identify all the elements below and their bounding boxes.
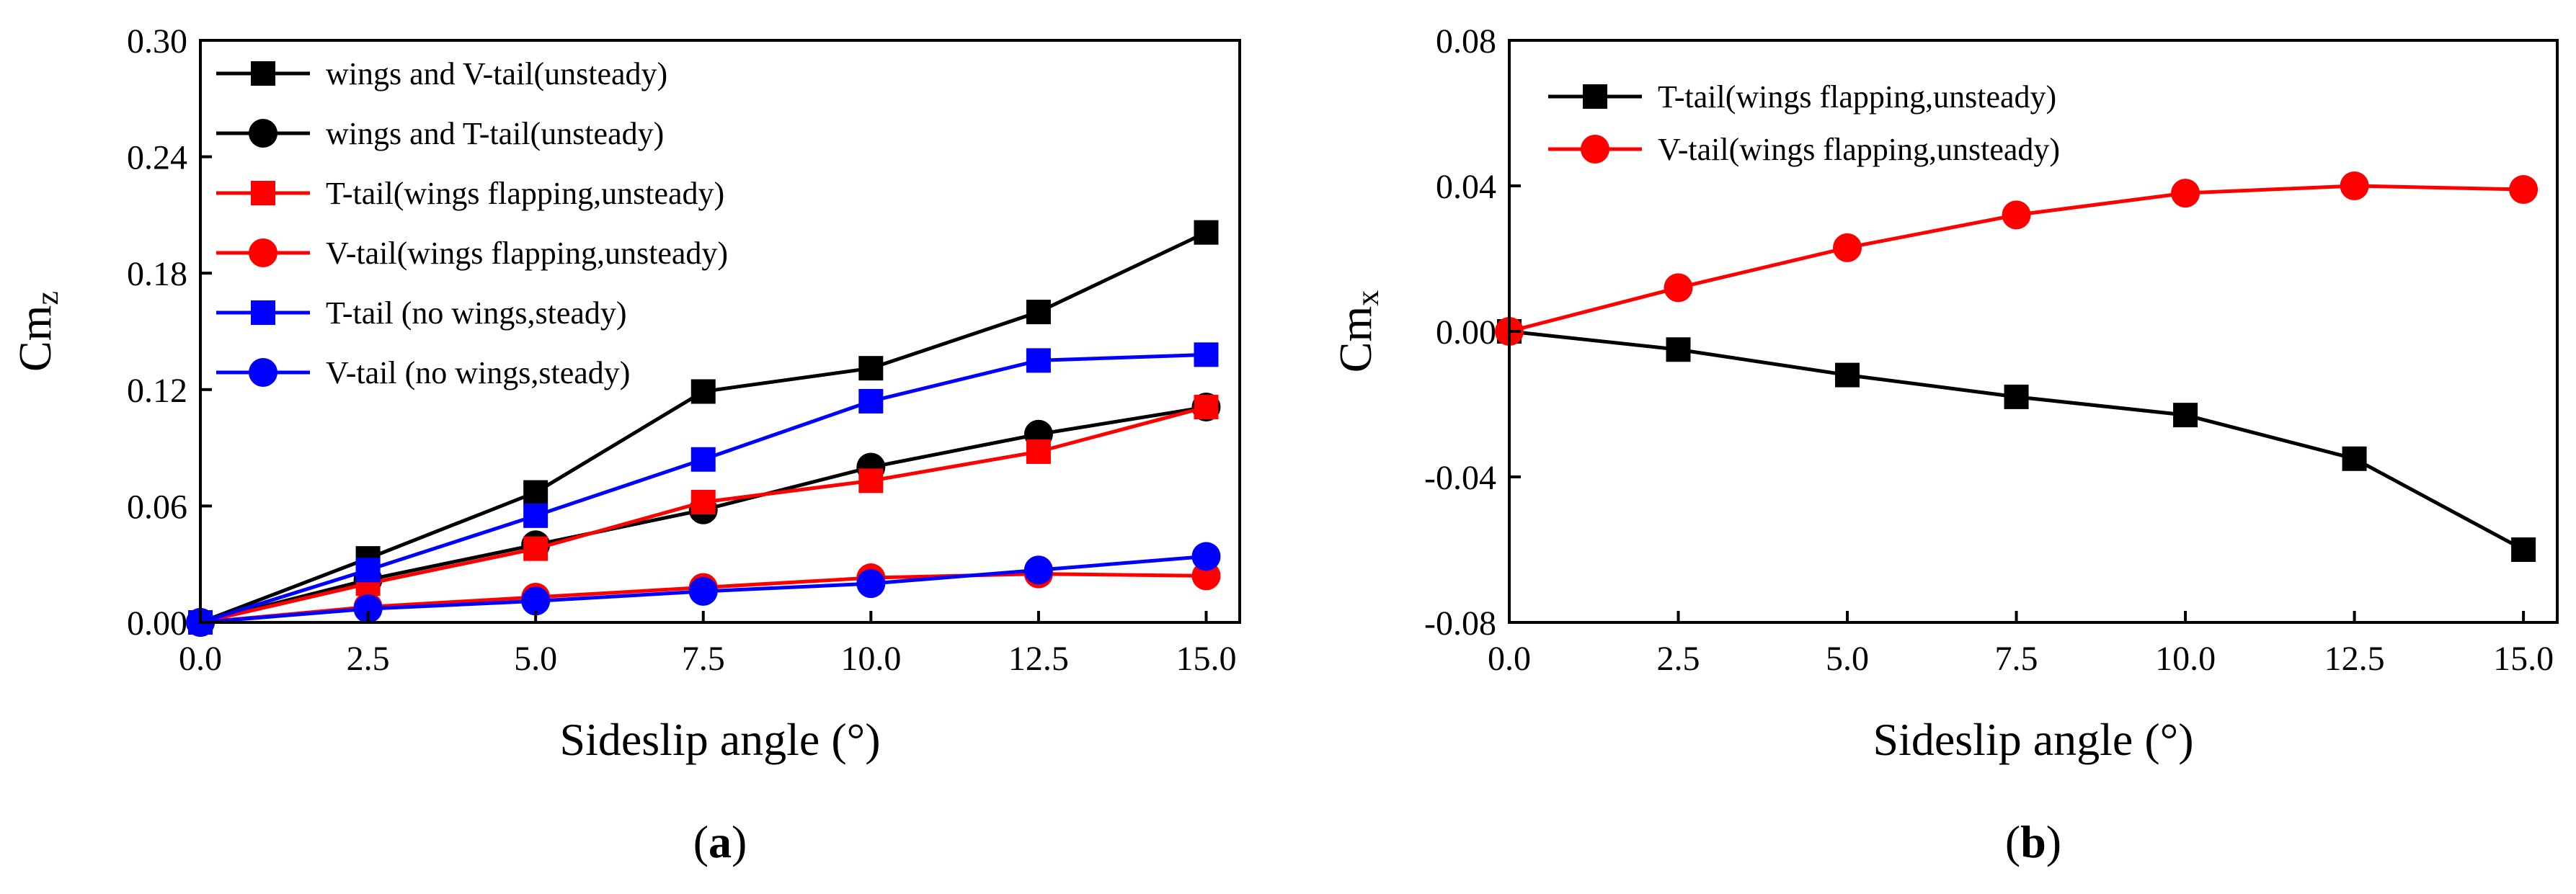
data-point [2509,175,2539,205]
y-tick-label: 0.08 [1436,22,1496,61]
y-tick-label: -0.08 [1424,604,1496,643]
data-point [690,447,716,472]
data-point [858,356,884,381]
y-tick-label: 0.12 [127,372,187,410]
legend-label: wings and V-tail(unsteady) [326,56,667,91]
x-tick-label: 15.0 [1176,640,1236,678]
legend-marker [249,238,277,267]
data-point [856,569,886,599]
data-point [858,468,884,493]
y-tick-label: 0.00 [127,604,187,643]
y-tick-label: -0.04 [1424,459,1496,497]
data-point [1664,273,1693,303]
legend-marker [251,61,275,86]
x-tick-label: 7.5 [682,640,725,678]
x-tick-label: 2.5 [1657,640,1700,678]
data-point [858,388,884,414]
data-point [2511,537,2536,562]
data-point [1191,542,1221,571]
data-point [2004,384,2029,409]
legend-label: V-tail(wings flapping,unsteady) [1658,132,2060,167]
data-point [2173,403,2198,428]
data-point [1023,555,1053,585]
data-point [1194,220,1219,245]
data-point [1026,439,1051,464]
data-point [2340,171,2369,200]
legend: wings and V-tail(unsteady) wings and T-ta… [216,56,728,390]
data-point [1026,300,1051,325]
panel-caption: (a) [693,816,747,867]
x-axis-label: Sideslip angle (°) [559,714,880,765]
panel-b-chart: 0.0 2.5 5.0 7.5 10.0 12.5 15.0 -0.08 -0.04 0.00 0.… [1330,22,2559,867]
data-point [523,503,548,528]
x-axis-label: Sideslip angle (°) [1873,714,2193,765]
y-tick-label: 0.18 [127,255,187,293]
y-axis-label: Cmx [1330,290,1385,372]
x-tick-label: 5.0 [514,640,557,678]
y-tick-label: 0.06 [127,488,187,526]
legend-label: T-tail (no wings,steady) [326,295,627,331]
x-tick-label: 7.5 [1995,640,2038,678]
data-point [1666,337,1691,362]
x-tick-label: 2.5 [347,640,390,678]
legend-marker [249,358,277,387]
plot-frame [199,39,1241,624]
data-point [2342,446,2367,471]
legend-label: T-tail(wings flapping,unsteady) [1658,79,2056,115]
data-point [2002,200,2031,230]
x-tick-label: 10.0 [840,640,901,678]
data-point [2171,179,2200,208]
data-point [1835,362,1860,388]
legend-marker [251,181,275,205]
legend-label: wings and T-tail(unsteady) [326,116,664,151]
legend-label: V-tail(wings flapping,unsteady) [326,236,728,271]
y-tick-label: 0.24 [127,139,187,177]
data-point [1194,342,1219,367]
data-point [353,594,383,624]
x-tick-label: 0.0 [179,640,222,678]
x-tick-label: 15.0 [2493,640,2554,678]
y-tick-label: 0.04 [1436,168,1496,206]
y-tick-label: 0.00 [1436,313,1496,352]
data-point [1194,395,1219,420]
panel-a-chart: 0.0 2.5 5.0 7.5 10.0 12.5 15.0 0.00 0.06 0.12 0.18… [9,22,1241,867]
legend-label: V-tail (no wings,steady) [326,355,630,390]
x-tick-label: 0.0 [1488,640,1531,678]
y-tick-label: 0.30 [127,22,187,61]
x-tick-label: 12.5 [2324,640,2385,678]
data-point [690,490,716,515]
data-point [1026,348,1051,373]
data-point [355,558,381,583]
x-tick-label: 5.0 [1826,640,1869,678]
data-point [523,536,548,561]
x-tick-label: 12.5 [1008,640,1069,678]
panel-caption: (b) [2005,816,2061,867]
legend-marker [249,119,277,148]
legend-marker [251,300,275,325]
data-point [690,379,716,404]
data-point [523,480,548,505]
legend: T-tail(wings flapping,unsteady) V-tail(wi… [1548,79,2060,167]
legend-marker [1583,84,1607,109]
x-tick-label: 10.0 [2155,640,2216,678]
data-point [1833,233,1862,262]
legend-marker [1581,135,1609,164]
data-point [521,586,551,616]
y-axis-label: Cmz [9,291,65,372]
data-point [688,576,718,606]
legend-label: T-tail(wings flapping,unsteady) [326,176,724,211]
